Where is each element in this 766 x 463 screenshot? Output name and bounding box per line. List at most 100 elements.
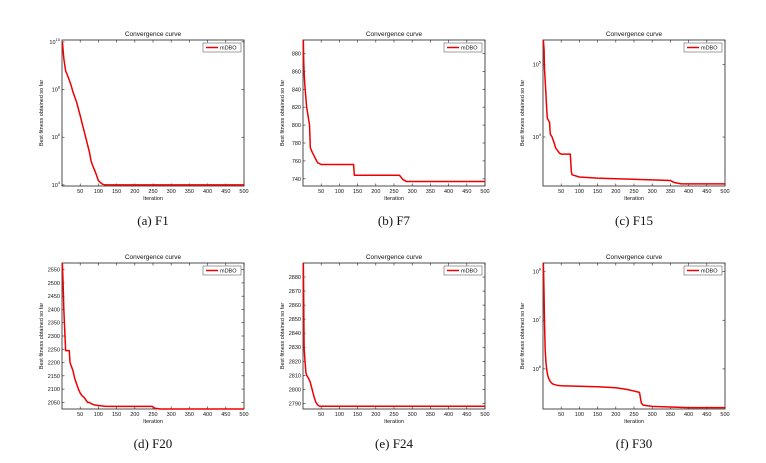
x-tick-label: 500: [239, 412, 248, 418]
x-tick-label: 100: [575, 412, 584, 418]
y-tick-base: 10: [533, 367, 539, 373]
y-tick-base: 10: [533, 63, 539, 69]
x-tick-label: 50: [77, 189, 83, 195]
y-tick-exponent: 8: [539, 267, 542, 272]
y-tick-label: 2250: [48, 347, 60, 353]
y-tick-label: 800: [292, 123, 301, 129]
y-tick-exponent: 5: [539, 60, 542, 65]
x-tick-label: 300: [167, 189, 176, 195]
y-tick-label: 2050: [48, 400, 60, 406]
y-tick-label: 760: [292, 159, 301, 165]
legend-label: mDBO: [220, 46, 237, 52]
y-axis-label: Best fitness obtained so far: [280, 303, 286, 370]
x-tick-label: 450: [702, 412, 711, 418]
chart-title: Convergence curve: [125, 31, 182, 38]
x-tick-label: 200: [611, 412, 620, 418]
x-tick-label: 150: [353, 412, 362, 418]
x-tick-label: 350: [426, 189, 435, 195]
chart-title: Convergence curve: [366, 31, 423, 38]
chart-4: Convergence curve 50 100 150 200 250 300 350 400…: [39, 254, 249, 451]
series-line-mDBO: [61, 262, 244, 410]
y-axis-label: Best fitness obtained so far: [39, 80, 45, 147]
y-tick-label: 2200: [48, 361, 60, 367]
y-axis-label: Best fitness obtained so far: [39, 303, 45, 370]
x-tick-label: 350: [185, 412, 194, 418]
x-tick-label: 300: [648, 189, 657, 195]
chart-title: Convergence curve: [606, 31, 663, 38]
x-tick-label: 150: [112, 412, 121, 418]
y-tick-exponent: 8: [58, 85, 61, 90]
x-tick-label: 400: [203, 412, 212, 418]
chart-title: Convergence curve: [606, 254, 663, 261]
x-tick-label: 200: [130, 412, 139, 418]
subfigure-caption: (c) F15: [615, 213, 653, 228]
x-tick-label: 250: [629, 412, 638, 418]
x-tick-label: 200: [130, 189, 139, 195]
x-tick-label: 250: [629, 189, 638, 195]
subfigure-caption: (d) F20: [134, 436, 173, 451]
x-tick-label: 500: [720, 412, 729, 418]
x-tick-label: 400: [684, 189, 693, 195]
x-tick-label: 450: [221, 412, 230, 418]
y-tick-label: 2800: [289, 387, 301, 393]
x-tick-label: 450: [221, 189, 230, 195]
series-line-mDBO: [542, 39, 725, 185]
y-tick-label: 2840: [289, 331, 301, 337]
y-tick-label: 108: [52, 85, 61, 94]
legend-label: mDBO: [461, 46, 478, 52]
x-axis-label: Iteration: [143, 419, 163, 425]
x-axis-label: Iteration: [384, 419, 404, 425]
chart-6: Convergence curve 50 100 150 200 250 300 350 400…: [520, 254, 730, 451]
y-tick-label: 2400: [48, 307, 60, 313]
y-tick-label: 104: [52, 180, 61, 189]
y-tick-label: 2150: [48, 374, 60, 380]
chart-title: Convergence curve: [366, 254, 423, 261]
y-tick-label: 860: [292, 69, 301, 75]
y-tick-exponent: 4: [539, 132, 542, 137]
subfigure-caption: (f) F30: [616, 436, 652, 451]
x-tick-label: 450: [462, 189, 471, 195]
x-tick-label: 400: [444, 189, 453, 195]
y-tick-label: 2880: [289, 275, 301, 281]
chart-title: Convergence curve: [125, 254, 182, 261]
y-tick-label: 107: [533, 315, 542, 324]
y-tick-label: 2500: [48, 281, 60, 287]
x-tick-label: 500: [239, 189, 248, 195]
x-tick-label: 500: [480, 189, 489, 195]
plot-area: [302, 39, 486, 187]
y-tick-exponent: 7: [539, 315, 542, 320]
y-tick-base: 10: [533, 318, 539, 324]
x-tick-label: 50: [318, 189, 324, 195]
y-tick-exponent: 6: [58, 132, 61, 137]
y-tick-label: 880: [292, 51, 301, 57]
plot-area: [302, 262, 486, 410]
legend-label: mDBO: [461, 269, 478, 275]
x-tick-label: 350: [666, 412, 675, 418]
y-tick-label: 2300: [48, 334, 60, 340]
x-tick-label: 450: [702, 189, 711, 195]
legend-box: [683, 42, 723, 53]
chart-5: Convergence curve 50 100 150 200 250 300 350 400…: [280, 254, 490, 451]
y-tick-label: 106: [52, 132, 61, 141]
x-tick-label: 200: [371, 412, 380, 418]
y-tick-label: 1010: [49, 37, 60, 46]
y-tick-base: 10: [533, 270, 539, 276]
x-tick-label: 150: [112, 189, 121, 195]
x-tick-label: 100: [575, 189, 584, 195]
plot-area: [542, 39, 726, 187]
x-tick-label: 300: [167, 412, 176, 418]
y-axis-label: Best fitness obtained so far: [520, 303, 526, 370]
x-tick-label: 50: [318, 412, 324, 418]
legend-label: mDBO: [220, 269, 237, 275]
x-tick-label: 100: [94, 189, 103, 195]
y-tick-label: 2870: [289, 289, 301, 295]
x-tick-label: 150: [353, 189, 362, 195]
y-tick-label: 780: [292, 141, 301, 147]
x-tick-label: 350: [185, 189, 194, 195]
x-tick-label: 250: [389, 189, 398, 195]
y-tick-label: 2350: [48, 321, 60, 327]
legend-box: [443, 265, 483, 276]
x-tick-label: 50: [77, 412, 83, 418]
y-tick-label: 2550: [48, 268, 60, 274]
y-axis-label: Best fitness obtained so far: [520, 80, 526, 147]
